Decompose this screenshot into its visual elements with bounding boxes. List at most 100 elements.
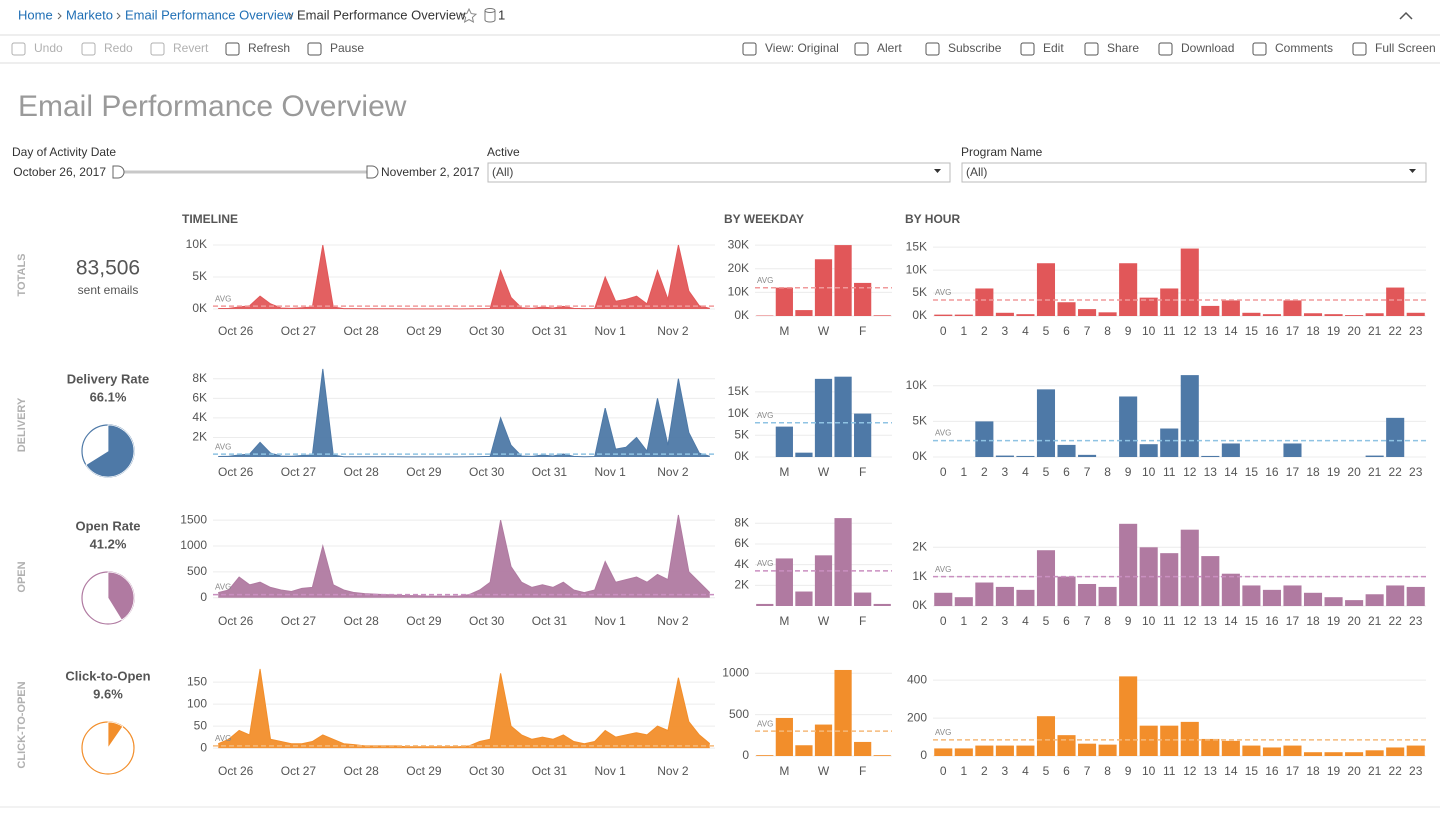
bar — [1181, 530, 1199, 606]
x-tick-label: 23 — [1409, 324, 1423, 338]
toolbar-button[interactable]: Download — [1181, 41, 1234, 55]
bar — [1078, 744, 1096, 756]
bar — [1304, 593, 1322, 606]
active-dropdown[interactable] — [488, 163, 950, 182]
toolbar-button[interactable]: Comments — [1275, 41, 1333, 55]
x-tick-label: Nov 2 — [657, 614, 689, 628]
x-tick-label: 10 — [1142, 465, 1156, 479]
bar — [1037, 263, 1055, 316]
bar — [996, 456, 1014, 457]
bar — [1201, 739, 1219, 756]
x-tick-label: 14 — [1224, 614, 1238, 628]
slider-handle[interactable] — [113, 166, 124, 178]
x-tick-label: 10 — [1142, 324, 1156, 338]
toolbar-button[interactable]: Refresh — [248, 41, 290, 55]
x-tick-label: 14 — [1224, 764, 1238, 778]
y-tick-label: 2K — [192, 430, 207, 444]
bar — [1222, 300, 1240, 316]
bar — [1222, 741, 1240, 756]
y-tick-label: 8K — [192, 371, 207, 385]
toolbar-button[interactable]: Full Screen — [1375, 41, 1436, 55]
x-tick-label: Oct 29 — [406, 324, 442, 338]
bar — [795, 310, 812, 316]
toolbar-button[interactable]: Edit — [1043, 41, 1064, 55]
bar — [834, 518, 851, 606]
x-tick-label: 5 — [1043, 764, 1050, 778]
x-tick-label: 17 — [1286, 324, 1300, 338]
x-tick-label: Oct 28 — [344, 764, 380, 778]
x-tick-label: 0 — [940, 764, 947, 778]
bar — [1016, 314, 1034, 316]
bar — [1283, 585, 1301, 606]
bar — [1345, 752, 1363, 756]
bar — [996, 587, 1014, 606]
bar — [1119, 263, 1137, 316]
bar — [1016, 590, 1034, 606]
x-tick-label: Oct 26 — [218, 614, 254, 628]
toolbar-button[interactable]: Subscribe — [948, 41, 1002, 55]
breadcrumb-item[interactable]: Email Performance Overview — [125, 7, 294, 22]
bar — [1283, 300, 1301, 316]
bar — [1140, 726, 1158, 756]
average-label: AVG — [215, 734, 231, 743]
x-tick-label: 12 — [1183, 465, 1197, 479]
bar — [1222, 443, 1240, 457]
bar — [1283, 746, 1301, 756]
bar — [1407, 746, 1425, 756]
y-tick-label: 4K — [734, 557, 749, 571]
x-tick-label: 5 — [1043, 614, 1050, 628]
slider-handle[interactable] — [367, 166, 378, 178]
toolbar-button[interactable]: Alert — [877, 41, 902, 55]
x-tick-label: F — [859, 324, 866, 338]
toolbar-button[interactable]: View: Original — [765, 41, 839, 55]
x-tick-label: 9 — [1125, 764, 1132, 778]
bar — [776, 288, 793, 316]
bar — [1325, 597, 1343, 606]
x-tick-label: F — [859, 614, 866, 628]
bar — [1283, 443, 1301, 457]
average-label: AVG — [757, 719, 773, 728]
y-tick-label: 2K — [734, 577, 749, 591]
bar — [1386, 418, 1404, 457]
bar — [756, 755, 773, 756]
y-tick-label: 0 — [742, 748, 749, 762]
toolbar-button[interactable]: Share — [1107, 41, 1139, 55]
x-tick-label: 14 — [1224, 324, 1238, 338]
bar — [1201, 456, 1219, 457]
y-tick-label: 500 — [187, 564, 207, 578]
x-tick-label: 3 — [1002, 764, 1009, 778]
x-tick-label: 20 — [1347, 465, 1361, 479]
x-tick-label: 0 — [940, 614, 947, 628]
bar — [1304, 313, 1322, 316]
bar — [1016, 746, 1034, 756]
x-tick-label: Oct 28 — [344, 614, 380, 628]
x-tick-label: 7 — [1084, 614, 1091, 628]
y-tick-label: 2K — [912, 539, 927, 553]
y-tick-label: 10K — [906, 378, 927, 392]
bar — [975, 746, 993, 756]
x-tick-label: Nov 2 — [657, 324, 689, 338]
x-tick-label: 3 — [1002, 324, 1009, 338]
bar — [1201, 306, 1219, 316]
program-dropdown[interactable] — [962, 163, 1426, 182]
y-tick-label: 1K — [912, 569, 927, 583]
y-tick-label: 30K — [728, 237, 749, 251]
x-tick-label: 12 — [1183, 324, 1197, 338]
bar — [1119, 676, 1137, 756]
breadcrumb-item[interactable]: Home — [18, 7, 53, 22]
bar — [1386, 747, 1404, 756]
breadcrumb-item[interactable]: Marketo — [66, 7, 113, 22]
x-tick-label: Nov 1 — [595, 614, 627, 628]
x-tick-label: 13 — [1204, 324, 1218, 338]
x-tick-label: 23 — [1409, 614, 1423, 628]
toolbar-button[interactable]: Pause — [330, 41, 364, 55]
x-tick-label: 23 — [1409, 764, 1423, 778]
x-tick-label: 4 — [1022, 614, 1029, 628]
x-tick-label: 17 — [1286, 465, 1300, 479]
x-tick-label: 11 — [1163, 764, 1176, 778]
bar — [1160, 288, 1178, 316]
row-label: DELIVERY — [16, 397, 28, 452]
dashboard-title: Email Performance Overview — [18, 90, 407, 123]
x-tick-label: 1 — [960, 764, 967, 778]
bar — [1366, 313, 1384, 316]
